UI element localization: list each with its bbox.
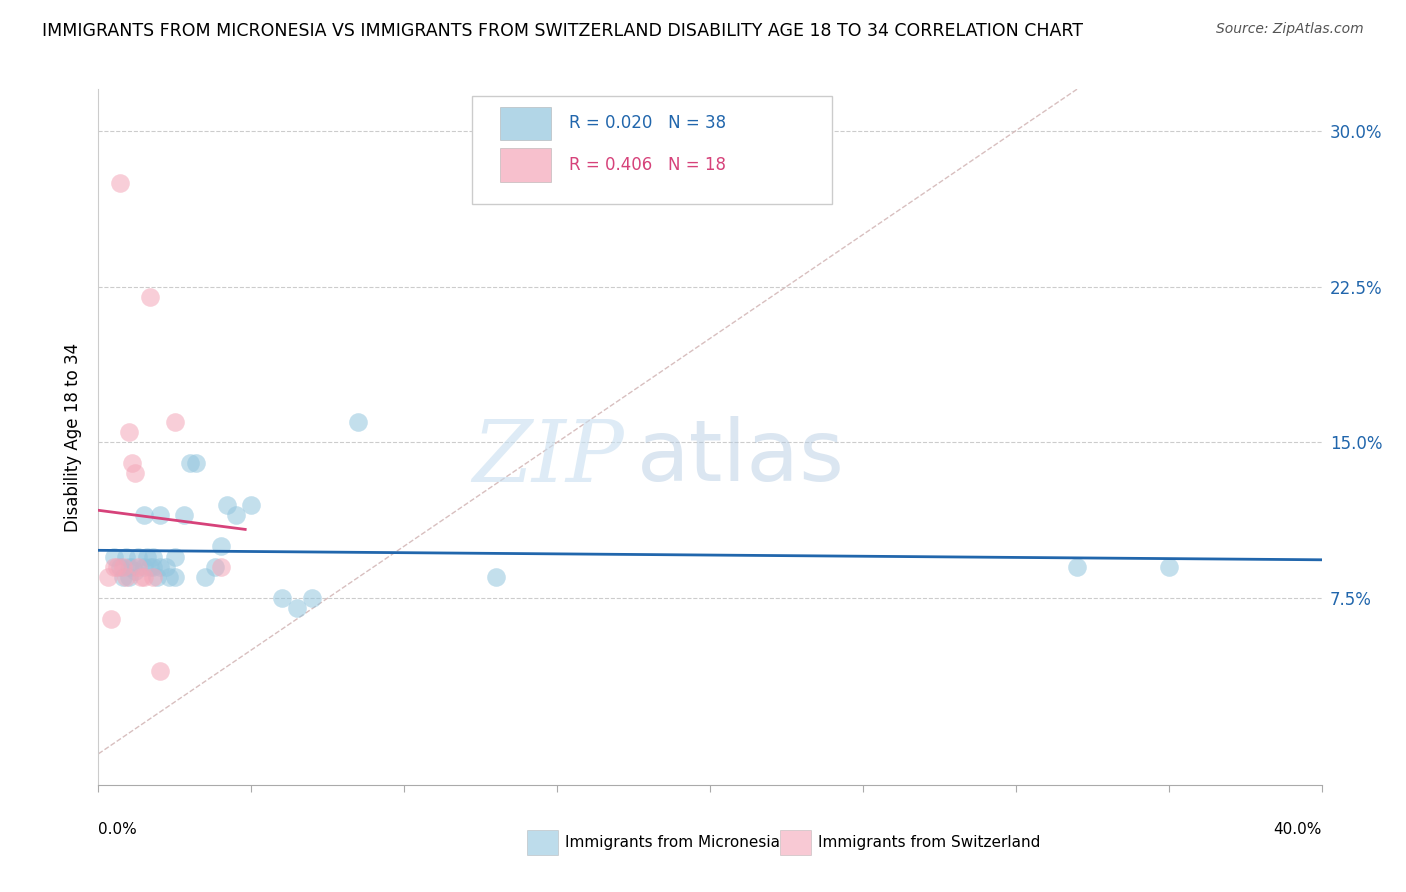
Point: [163, 415, 186, 429]
Text: IMMIGRANTS FROM MICRONESIA VS IMMIGRANTS FROM SWITZERLAND DISABILITY AGE 18 TO 3: IMMIGRANTS FROM MICRONESIA VS IMMIGRANTS…: [42, 22, 1083, 40]
Point: [149, 664, 172, 678]
Point: [139, 290, 162, 304]
Point: [301, 591, 323, 605]
Point: [118, 425, 141, 439]
Point: [285, 601, 308, 615]
Point: [129, 570, 152, 584]
FancyBboxPatch shape: [527, 830, 558, 855]
Point: [111, 560, 134, 574]
Point: [1066, 560, 1088, 574]
Point: [186, 456, 208, 470]
Point: [157, 570, 180, 584]
Point: [485, 570, 508, 584]
Point: [179, 456, 201, 470]
Point: [139, 560, 162, 574]
Text: 40.0%: 40.0%: [1274, 822, 1322, 838]
Point: [97, 570, 120, 584]
Point: [209, 539, 232, 553]
Point: [155, 560, 177, 574]
Point: [134, 560, 156, 574]
Point: [103, 560, 125, 574]
Point: [145, 570, 167, 584]
Point: [149, 508, 172, 522]
Text: 0.0%: 0.0%: [98, 822, 138, 838]
Point: [124, 564, 146, 578]
Point: [134, 508, 156, 522]
FancyBboxPatch shape: [499, 106, 551, 140]
Point: [105, 560, 128, 574]
Point: [134, 570, 156, 584]
Text: ZIP: ZIP: [472, 417, 624, 500]
Point: [115, 549, 138, 564]
Point: [118, 560, 141, 574]
Point: [100, 612, 122, 626]
Point: [173, 508, 195, 522]
Point: [194, 570, 217, 584]
Point: [103, 549, 125, 564]
Point: [225, 508, 247, 522]
Point: [108, 176, 131, 190]
Point: [142, 549, 165, 564]
Point: [121, 456, 143, 470]
Text: R = 0.020   N = 38: R = 0.020 N = 38: [569, 114, 727, 132]
Text: atlas: atlas: [637, 417, 845, 500]
Text: R = 0.406   N = 18: R = 0.406 N = 18: [569, 156, 727, 174]
Point: [1157, 560, 1180, 574]
FancyBboxPatch shape: [499, 148, 551, 182]
Point: [204, 560, 226, 574]
Point: [118, 570, 141, 584]
Point: [115, 570, 138, 584]
Point: [163, 549, 186, 564]
Point: [111, 570, 134, 584]
FancyBboxPatch shape: [471, 96, 832, 204]
Point: [209, 560, 232, 574]
Point: [142, 570, 165, 584]
Point: [127, 549, 149, 564]
Point: [108, 560, 131, 574]
Point: [270, 591, 292, 605]
Text: Source: ZipAtlas.com: Source: ZipAtlas.com: [1216, 22, 1364, 37]
FancyBboxPatch shape: [780, 830, 811, 855]
Y-axis label: Disability Age 18 to 34: Disability Age 18 to 34: [65, 343, 83, 532]
Point: [240, 498, 263, 512]
Point: [149, 560, 172, 574]
Point: [347, 415, 370, 429]
Point: [163, 570, 186, 584]
Point: [121, 560, 143, 574]
Text: Immigrants from Micronesia: Immigrants from Micronesia: [565, 836, 780, 850]
Point: [136, 549, 159, 564]
Point: [215, 498, 238, 512]
Point: [124, 467, 146, 481]
Point: [142, 560, 165, 574]
Text: Immigrants from Switzerland: Immigrants from Switzerland: [818, 836, 1040, 850]
Point: [127, 560, 149, 574]
